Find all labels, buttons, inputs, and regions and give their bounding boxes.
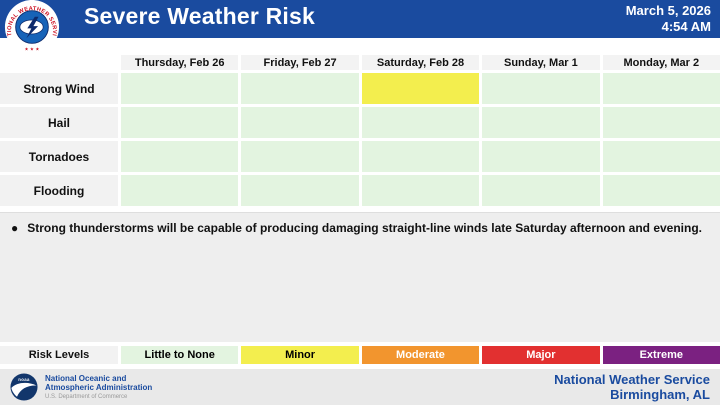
risk-cell-little_to_none — [361, 175, 480, 206]
note-bullet: ● Strong thunderstorms will be capable of… — [0, 213, 720, 236]
day-column-header: Sunday, Mar 1 — [482, 55, 600, 70]
risk-cell-little_to_none — [121, 141, 239, 172]
legend-item-major: Major — [482, 346, 600, 364]
issued-time: 4:54 AM — [661, 19, 711, 34]
risk-cell-little_to_none — [121, 73, 239, 104]
wfo-signature: National Weather Service Birmingham, AL — [554, 372, 710, 402]
day-column-header: Thursday, Feb 26 — [121, 55, 239, 70]
risk-cell-little_to_none — [602, 175, 720, 206]
risk-cell-little_to_none — [241, 141, 359, 172]
risk-cell-little_to_none — [602, 73, 720, 104]
hazard-row-label: Flooding — [0, 175, 118, 206]
legend-item-little_to_none: Little to None — [121, 346, 239, 364]
nws-logo-icon: NATIONAL WEATHER SERVICE ★ ★ ★ — [4, 0, 60, 55]
day-column-header: Saturday, Feb 28 — [361, 55, 480, 70]
risk-cell-little_to_none — [241, 73, 359, 104]
risk-cell-little_to_none — [482, 107, 600, 138]
risk-cell-little_to_none — [241, 175, 359, 206]
risk-cell-little_to_none — [121, 107, 239, 138]
footer-bar: noaa National Oceanic and Atmospheric Ad… — [0, 369, 720, 405]
noaa-name-line1: National Oceanic and — [45, 374, 127, 383]
bullet-icon: ● — [11, 221, 19, 235]
risk-cell-little_to_none — [602, 107, 720, 138]
grid-corner-cell — [0, 55, 118, 70]
risk-cell-little_to_none — [121, 175, 239, 206]
noaa-dept-line: U.S. Department of Commerce — [45, 394, 128, 400]
legend-item-extreme: Extreme — [602, 346, 720, 364]
hazard-row-label: Hail — [0, 107, 118, 138]
page-title: Severe Weather Risk — [84, 3, 315, 29]
issued-datetime: March 5, 2026 4:54 AM — [626, 3, 711, 35]
notes-list: ● Strong thunderstorms will be capable of… — [0, 213, 720, 236]
risk-cell-little_to_none — [482, 141, 600, 172]
noaa-branding: noaa National Oceanic and Atmospheric Ad… — [10, 373, 152, 401]
wfo-location: Birmingham, AL — [610, 387, 710, 402]
issued-date: March 5, 2026 — [625, 3, 711, 18]
risk-cell-little_to_none — [482, 175, 600, 206]
noaa-logo-text: noaa — [18, 377, 30, 382]
risk-cell-little_to_none — [241, 107, 359, 138]
risk-cell-minor — [361, 73, 480, 104]
note-text: Strong thunderstorms will be capable of … — [27, 221, 702, 235]
risk-cell-little_to_none — [482, 73, 600, 104]
legend-title: Risk Levels — [0, 346, 118, 364]
risk-cell-little_to_none — [361, 107, 480, 138]
risk-cell-little_to_none — [361, 141, 480, 172]
legend-item-moderate: Moderate — [361, 346, 480, 364]
noaa-text: National Oceanic and Atmospheric Adminis… — [45, 374, 152, 400]
nws-logo-stars: ★ ★ ★ — [24, 46, 40, 51]
noaa-name-line2: Atmospheric Administration — [45, 383, 153, 392]
risk-grid: Thursday, Feb 26 Friday, Feb 27 Saturday, … — [0, 55, 720, 206]
hazard-row-label: Strong Wind — [0, 73, 118, 104]
legend-bar: Risk Levels Little to None Minor Moderate Ma… — [0, 346, 720, 364]
wfo-name: National Weather Service — [554, 372, 710, 387]
notes-box: ● Strong thunderstorms will be capable of… — [0, 212, 720, 342]
noaa-logo-icon: noaa — [10, 373, 38, 401]
day-column-header: Friday, Feb 27 — [241, 55, 359, 70]
risk-cell-little_to_none — [602, 141, 720, 172]
hazard-row-label: Tornadoes — [0, 141, 118, 172]
header-bar: NATIONAL WEATHER SERVICE ★ ★ ★ Severe We… — [0, 0, 720, 55]
legend-item-minor: Minor — [241, 346, 359, 364]
day-column-header: Monday, Mar 2 — [602, 55, 720, 70]
